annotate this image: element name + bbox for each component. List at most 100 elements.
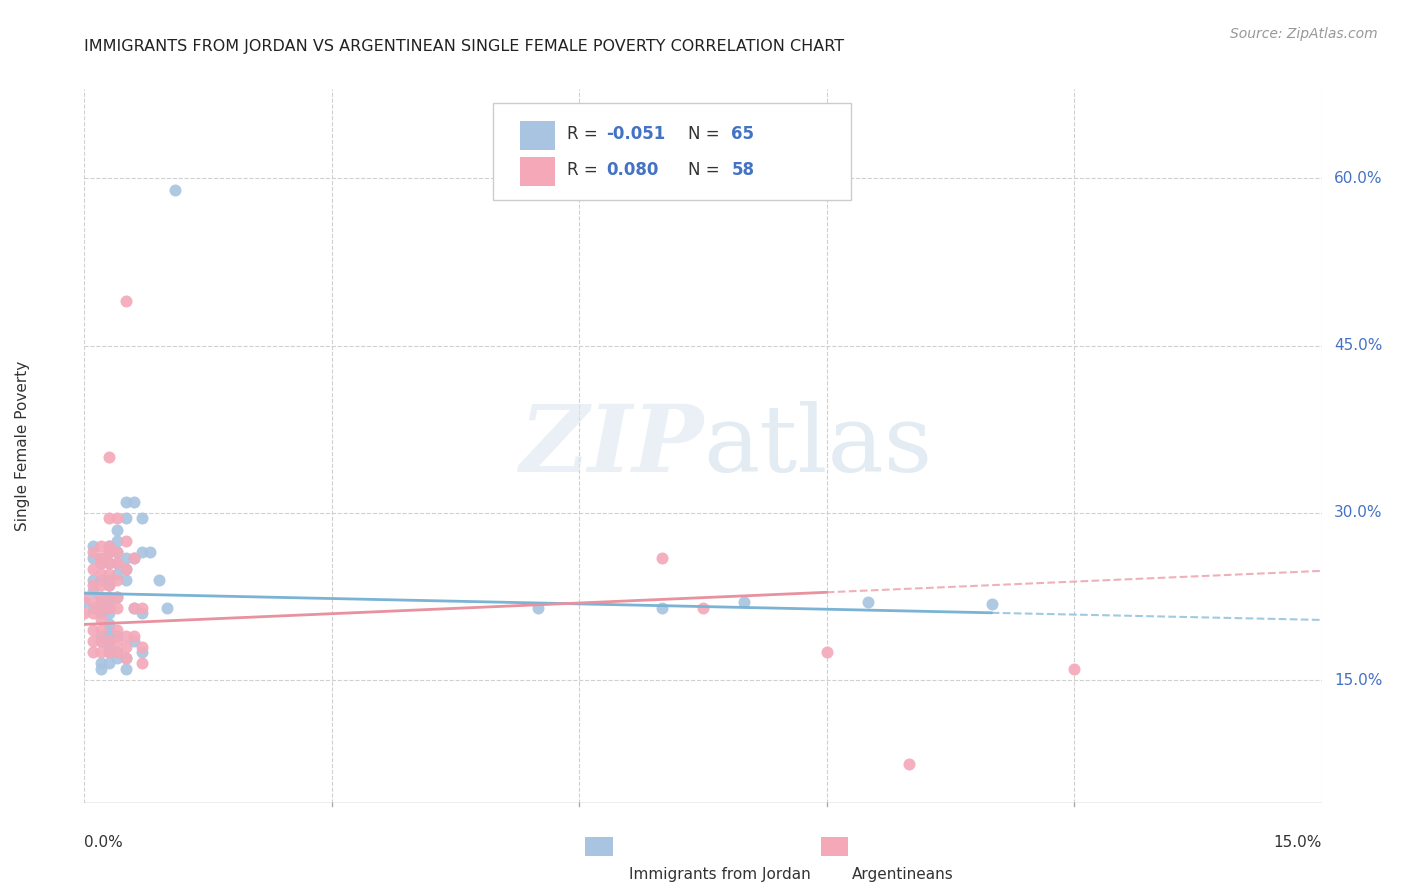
Point <box>98 567 121 582</box>
Point <box>105 590 128 604</box>
Point <box>105 545 128 559</box>
Point <box>98 634 121 648</box>
Point <box>114 550 136 565</box>
Point <box>98 623 121 637</box>
Point <box>98 590 121 604</box>
Point <box>82 645 104 659</box>
Point <box>90 612 112 626</box>
Point <box>98 578 121 592</box>
Text: Single Female Poverty: Single Female Poverty <box>15 361 30 531</box>
Text: 15.0%: 15.0% <box>1334 673 1382 688</box>
Text: 60.0%: 60.0% <box>1334 171 1382 186</box>
Point <box>98 450 121 464</box>
Point <box>105 628 128 642</box>
Point <box>90 590 112 604</box>
Point <box>114 640 136 654</box>
Point <box>98 545 121 559</box>
Point <box>980 598 1002 612</box>
Point <box>114 662 136 676</box>
Point <box>98 578 121 592</box>
Point <box>82 623 104 637</box>
Point <box>105 651 128 665</box>
Point <box>815 645 838 659</box>
Point <box>98 590 121 604</box>
Point <box>90 645 112 659</box>
Point <box>90 657 112 671</box>
Point <box>90 556 112 570</box>
Point <box>105 533 128 548</box>
Point <box>105 645 128 659</box>
Point <box>131 645 153 659</box>
Point <box>90 573 112 587</box>
Point <box>73 590 96 604</box>
Point <box>82 562 104 576</box>
Point <box>114 562 136 576</box>
Point <box>856 595 879 609</box>
Point <box>90 595 112 609</box>
Point <box>105 634 128 648</box>
Point <box>131 511 153 525</box>
Point <box>82 583 104 598</box>
Point <box>105 590 128 604</box>
Point <box>90 567 112 582</box>
Point <box>90 634 112 648</box>
Point <box>898 756 921 771</box>
Point <box>105 600 128 615</box>
Point <box>733 595 755 609</box>
Point <box>82 578 104 592</box>
Point <box>122 628 145 642</box>
Text: -0.051: -0.051 <box>606 125 666 143</box>
Point <box>131 657 153 671</box>
Text: atlas: atlas <box>703 401 932 491</box>
Point <box>82 539 104 553</box>
Text: 0.0%: 0.0% <box>84 835 124 850</box>
Point <box>98 628 121 642</box>
Point <box>105 523 128 537</box>
Point <box>692 600 714 615</box>
Point <box>82 634 104 648</box>
Text: 65: 65 <box>731 125 755 143</box>
Text: 30.0%: 30.0% <box>1334 506 1382 520</box>
Point <box>82 595 104 609</box>
Point <box>90 550 112 565</box>
Point <box>98 640 121 654</box>
Point <box>90 578 112 592</box>
Point <box>90 628 112 642</box>
Point <box>122 634 145 648</box>
Point <box>98 645 121 659</box>
Text: 45.0%: 45.0% <box>1334 338 1382 353</box>
FancyBboxPatch shape <box>492 103 852 200</box>
Point <box>98 595 121 609</box>
Point <box>114 293 136 308</box>
Point <box>122 550 145 565</box>
Point <box>90 662 112 676</box>
Point <box>105 645 128 659</box>
Text: N =: N = <box>688 125 725 143</box>
Point <box>105 545 128 559</box>
Point <box>90 623 112 637</box>
Point <box>90 556 112 570</box>
Point <box>122 600 145 615</box>
Point <box>98 556 121 570</box>
Point <box>114 651 136 665</box>
Point <box>90 550 112 565</box>
Point <box>114 562 136 576</box>
Point <box>98 539 121 553</box>
Point <box>90 607 112 621</box>
Point <box>98 645 121 659</box>
Point <box>98 600 121 615</box>
Text: Source: ZipAtlas.com: Source: ZipAtlas.com <box>1230 27 1378 41</box>
Point <box>114 651 136 665</box>
Point <box>651 550 673 565</box>
Bar <box>821 838 848 856</box>
Text: Argentineans: Argentineans <box>852 867 953 882</box>
Point <box>90 600 112 615</box>
Point <box>98 657 121 671</box>
Point <box>139 545 162 559</box>
Text: 0.080: 0.080 <box>606 161 659 178</box>
Point <box>73 607 96 621</box>
Point <box>82 607 104 621</box>
Bar <box>585 838 613 856</box>
Point <box>651 600 673 615</box>
Point <box>114 573 136 587</box>
